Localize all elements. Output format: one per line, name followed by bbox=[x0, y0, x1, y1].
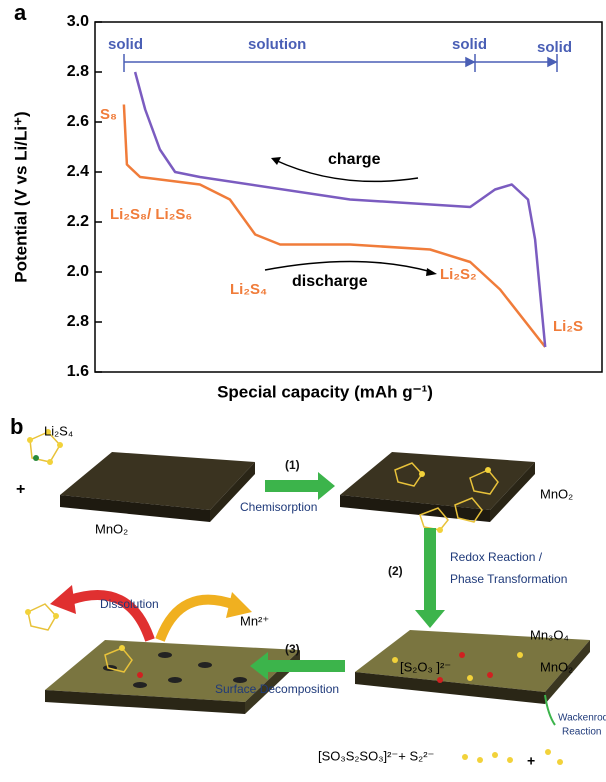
label: + bbox=[16, 481, 25, 498]
label: [SO₃S₂SO₃]²⁻+ S₂²⁻ bbox=[318, 748, 434, 763]
label: (3) bbox=[285, 642, 300, 656]
label: MnO₂ bbox=[540, 659, 573, 674]
label: Wackenrode bbox=[558, 713, 606, 724]
annotation: solid bbox=[452, 36, 487, 53]
label: MnO₂ bbox=[95, 521, 128, 536]
y-tick-label: 2.0 bbox=[67, 263, 89, 280]
y-tick-label: 2.2 bbox=[67, 213, 89, 230]
series-label: discharge bbox=[292, 273, 368, 290]
slab bbox=[340, 452, 535, 522]
y-tick-label: 3.0 bbox=[67, 13, 89, 30]
annotation: S₈ bbox=[100, 106, 117, 123]
label: (2) bbox=[388, 564, 403, 578]
annotation: solid bbox=[537, 39, 572, 56]
x-axis-label: Special capacity (mAh g⁻¹) bbox=[217, 382, 433, 401]
label: Surface Decomposition bbox=[215, 682, 339, 696]
discharge-arrowhead bbox=[426, 268, 437, 276]
label: Li₂S₄ bbox=[44, 423, 73, 438]
y-tick-label: 2.6 bbox=[67, 113, 89, 130]
label: Mn₃O₄ bbox=[530, 627, 569, 642]
annotation: solid bbox=[108, 36, 143, 53]
dissolution-arrow bbox=[68, 590, 155, 642]
annotation: Li₂S₄ bbox=[230, 281, 267, 298]
series-label: charge bbox=[328, 151, 381, 168]
panel-label: b bbox=[10, 414, 23, 439]
molecules bbox=[27, 431, 499, 673]
label: Phase Transformation bbox=[450, 572, 567, 586]
y-tick-label: 2.8 bbox=[67, 313, 89, 330]
label: Dissolution bbox=[100, 597, 159, 611]
dissolution-arrowhead bbox=[50, 585, 76, 614]
slab bbox=[45, 640, 300, 714]
label: Chemisorption bbox=[240, 500, 317, 514]
label: (1) bbox=[285, 458, 300, 472]
mn-arrowhead bbox=[226, 592, 252, 618]
slab bbox=[355, 630, 590, 704]
atoms bbox=[25, 429, 563, 765]
charge-arrowhead bbox=[271, 157, 281, 165]
line-series bbox=[133, 71, 547, 348]
reaction-arrow bbox=[544, 694, 556, 726]
plot-frame bbox=[94, 21, 603, 373]
mn-arrow bbox=[155, 594, 237, 642]
label: [S₂O₃ ]²⁻ bbox=[400, 659, 451, 674]
label: Reaction bbox=[562, 727, 601, 738]
phase-arrows bbox=[123, 54, 558, 72]
annotation: solution bbox=[248, 36, 306, 53]
label: + bbox=[527, 753, 535, 769]
label: Mn²⁺ bbox=[240, 613, 269, 628]
y-tick-label: 1.6 bbox=[67, 363, 89, 380]
annotation: Li₂S₈/ Li₂S₆ bbox=[110, 206, 192, 223]
y-tick-label: 2.8 bbox=[67, 63, 89, 80]
label: MnO₂ bbox=[540, 486, 573, 501]
y-axis-label: Potential (V vs Li/Li⁺) bbox=[11, 111, 30, 282]
slab bbox=[60, 452, 255, 522]
discharge-arrow bbox=[264, 260, 433, 273]
label: Redox Reaction / bbox=[450, 550, 543, 564]
annotation: Li₂S₂ bbox=[440, 266, 477, 283]
process-arrows bbox=[250, 472, 445, 680]
charge-arrow bbox=[274, 159, 419, 183]
line-series bbox=[122, 104, 547, 348]
y-tick-label: 2.4 bbox=[67, 163, 89, 180]
annotation: Li₂S bbox=[553, 318, 583, 335]
oxygen bbox=[33, 455, 493, 683]
panel-label: a bbox=[14, 0, 27, 25]
